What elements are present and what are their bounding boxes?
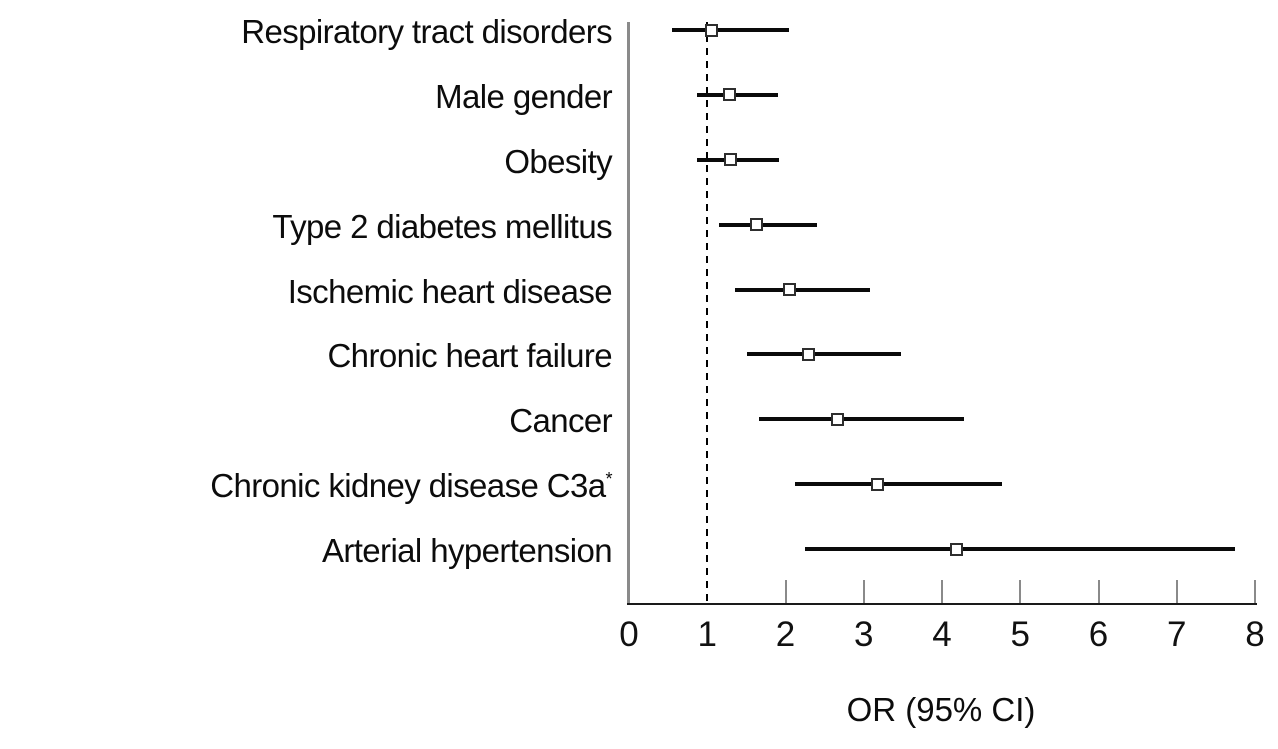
row-label: Arterial hypertension (321, 532, 613, 569)
ci-line (805, 547, 1236, 551)
or-marker (750, 218, 764, 232)
x-tick-label: 2 (775, 615, 796, 654)
row-label: Chronic heart failure (327, 337, 612, 375)
or-marker (801, 347, 815, 361)
ci-line (697, 92, 778, 97)
or-marker (950, 542, 964, 556)
row-label-superscript: * (605, 469, 613, 490)
ci-line (735, 287, 870, 292)
ci-line (758, 417, 964, 422)
or-marker (724, 153, 738, 167)
x-tick-label: 3 (854, 615, 874, 654)
ci-line (672, 28, 790, 32)
row-label: Ischemic heart disease (287, 272, 613, 310)
x-tick-label: 6 (1088, 615, 1109, 654)
ci-line (747, 352, 902, 357)
or-marker (871, 477, 885, 491)
x-tick (1019, 580, 1022, 603)
reference-line (706, 22, 709, 603)
x-tick (941, 580, 943, 603)
x-tick-label: 4 (932, 615, 952, 654)
ci-line (697, 157, 780, 162)
x-tick (1175, 580, 1178, 603)
x-tick-label: 0 (619, 615, 639, 654)
or-marker (704, 23, 718, 37)
x-tick (1254, 580, 1256, 603)
x-tick (862, 580, 865, 603)
or-marker (782, 283, 796, 296)
x-tick-label: 1 (697, 615, 717, 654)
y-axis-line (627, 22, 630, 605)
row-label: Respiratory tract disorders (241, 13, 612, 50)
x-axis-line (627, 603, 1257, 605)
or-marker (722, 88, 736, 102)
row-label: Chronic kidney disease C3a* (210, 467, 613, 505)
ci-line (718, 222, 817, 227)
or-marker (830, 412, 844, 426)
row-label: Male gender (435, 77, 612, 115)
x-tick-label: 5 (1010, 615, 1030, 654)
x-tick (1097, 580, 1100, 603)
row-label: Cancer (509, 402, 612, 440)
x-tick-label: 7 (1167, 615, 1187, 654)
row-label: Obesity (504, 142, 612, 180)
row-label: Type 2 diabetes mellitus (272, 207, 612, 245)
x-tick (784, 580, 787, 603)
x-tick-label: 8 (1245, 615, 1265, 654)
x-axis-title: OR (95% CI) (846, 691, 1036, 728)
ci-line (794, 482, 1003, 487)
